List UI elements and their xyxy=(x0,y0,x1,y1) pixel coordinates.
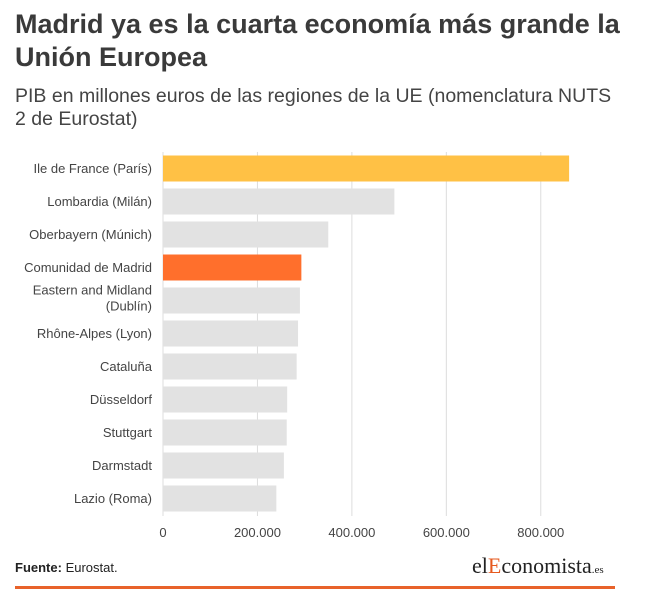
logo-text-es: .es xyxy=(591,564,604,576)
chart-subtitle: PIB en millones euros de las regiones de… xyxy=(15,85,612,130)
category-label: Comunidad de Madrid xyxy=(24,260,152,275)
x-tick-label: 600.000 xyxy=(423,525,470,540)
bar-chart: Ile de France (París) Lombardia (Milán) Ob… xyxy=(24,152,570,540)
x-tick-label: 0 xyxy=(159,525,166,540)
eleconomista-logo: elEconomista.es xyxy=(472,553,604,579)
x-axis-ticks: 0 200.000 400.000 600.000 800.000 xyxy=(159,525,564,540)
bar xyxy=(163,386,288,413)
x-tick-label: 400.000 xyxy=(328,525,375,540)
category-labels: Ile de France (París) Lombardia (Milán) Ob… xyxy=(24,161,153,506)
category-label: Ile de France (París) xyxy=(34,161,153,176)
bar xyxy=(163,419,287,446)
logo-text-e: E xyxy=(487,553,502,578)
category-label: Stuttgart xyxy=(103,425,153,440)
category-label: Lazio (Roma) xyxy=(74,491,152,506)
logo-text-conomista: conomista xyxy=(501,553,592,578)
logo-text-el: el xyxy=(472,553,488,578)
bar xyxy=(163,254,302,281)
source-note: Fuente: Eurostat. xyxy=(15,560,118,575)
category-label: Düsseldorf xyxy=(90,392,153,407)
bar xyxy=(163,485,277,512)
category-label: Eastern and Midland (Dublín) xyxy=(33,283,152,314)
bar xyxy=(163,353,297,380)
category-label: Darmstadt xyxy=(92,458,152,473)
bar xyxy=(163,188,395,215)
bar xyxy=(163,155,570,182)
footer-rule xyxy=(15,586,615,589)
bar xyxy=(163,221,329,248)
category-label: Cataluña xyxy=(100,359,153,374)
bar xyxy=(163,452,284,479)
category-label: Oberbayern (Múnich) xyxy=(29,227,152,242)
bar xyxy=(163,320,299,347)
source-label: Fuente: xyxy=(15,560,62,575)
bars xyxy=(163,155,570,512)
source-text: Eurostat. xyxy=(65,560,118,575)
x-tick-label: 200.000 xyxy=(234,525,281,540)
category-label: Lombardia (Milán) xyxy=(47,194,152,209)
bar xyxy=(163,287,300,314)
category-label: Rhône-Alpes (Lyon) xyxy=(37,326,152,341)
chart-title: Madrid ya es la cuarta economía más gran… xyxy=(15,9,620,72)
x-tick-label: 800.000 xyxy=(517,525,564,540)
